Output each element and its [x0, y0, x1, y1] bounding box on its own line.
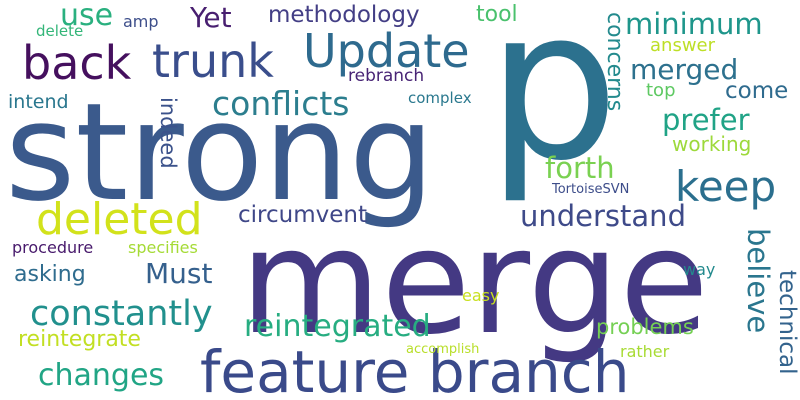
word-come: come [725, 78, 789, 104]
word-concerns: concerns [602, 12, 627, 112]
word-minimum: minimum [625, 7, 763, 41]
word-asking: asking [14, 262, 86, 287]
word-yet: Yet [190, 1, 232, 34]
word-rather: rather [620, 342, 670, 361]
word-conflicts: conflicts [212, 84, 350, 123]
word-changes: changes [38, 358, 165, 393]
word-specifies: specifies [128, 238, 198, 257]
word-constantly: constantly [30, 294, 213, 334]
word-technical: technical [774, 270, 800, 375]
word-must: Must [145, 257, 213, 290]
word-answer: answer [650, 35, 716, 56]
word-intend: intend [8, 91, 69, 113]
word-feature-branch: feature branch [200, 338, 630, 400]
word-problems: problems [596, 315, 694, 339]
word-back: back [22, 36, 132, 90]
word-complex: complex [408, 89, 472, 107]
word-use: use [60, 0, 114, 33]
word-keep: keep [675, 162, 777, 211]
word-strong: strong [5, 74, 435, 231]
word-circumvent: circumvent [238, 202, 367, 228]
word-prefer: prefer [662, 103, 750, 137]
word-working: working [672, 132, 752, 156]
word-accomplish: accomplish [406, 342, 480, 357]
word-delete: delete [36, 22, 84, 40]
word-p: p [487, 0, 620, 207]
word-trunk: trunk [152, 34, 274, 88]
word-indeed: indeed [156, 97, 180, 169]
word-easy: easy [462, 286, 500, 305]
word-believe: believe [741, 228, 775, 334]
word-reintegrate: reintegrate [18, 327, 141, 352]
word-merge: merge [240, 198, 709, 367]
word-update: Update [303, 24, 470, 78]
word-methodology: methodology [268, 2, 420, 28]
word-amp: amp [123, 12, 159, 31]
word-deleted: deleted [36, 194, 203, 245]
word-tortoisesvn: TortoiseSVN [552, 182, 630, 197]
word-tool: tool [476, 2, 518, 27]
word-top: top [646, 80, 676, 101]
word-procedure: procedure [12, 238, 94, 257]
word-reintegrated: reintegrated [244, 309, 431, 344]
word-forth: forth [545, 151, 615, 185]
word-way: way [683, 260, 716, 279]
word-rebranch: rebranch [348, 66, 425, 86]
word-understand: understand [520, 199, 686, 233]
word-merged: merged [630, 53, 739, 86]
